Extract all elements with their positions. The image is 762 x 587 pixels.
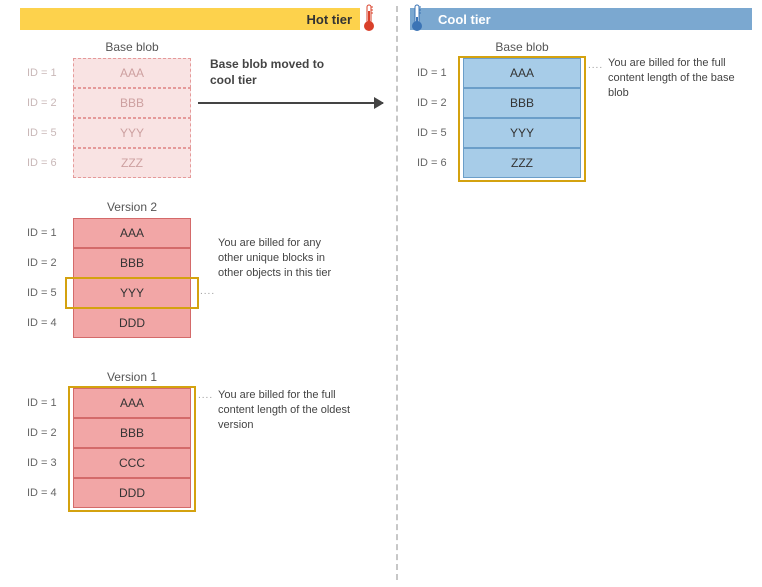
row-cell: AAA [73, 218, 191, 248]
table-row: ID = 5 YYY [25, 278, 191, 308]
connector-dots: .... [200, 286, 215, 297]
version2-billing-note: You are billed for any other unique bloc… [218, 236, 348, 281]
row-id: ID = 1 [25, 58, 73, 88]
row-cell: DDD [73, 478, 191, 508]
table-row: ID = 4 DDD [25, 308, 191, 338]
row-cell: AAA [73, 388, 191, 418]
row-id: ID = 6 [415, 148, 463, 178]
row-id: ID = 1 [415, 58, 463, 88]
hot-version1-table: Version 1 ID = 1 AAA ID = 2 BBB ID = 3 C… [25, 370, 191, 508]
row-id: ID = 2 [25, 248, 73, 278]
hot-version2-title: Version 2 [73, 200, 191, 214]
row-id: ID = 2 [415, 88, 463, 118]
row-cell: BBB [463, 88, 581, 118]
thermometer-cool-icon [410, 3, 424, 33]
cool-tier-label: Cool tier [438, 12, 491, 27]
cool-tier-bar: Cool tier [410, 8, 752, 30]
row-cell: CCC [73, 448, 191, 478]
row-id: ID = 5 [25, 118, 73, 148]
table-row: ID = 4 DDD [25, 478, 191, 508]
thermometer-hot-icon [362, 3, 376, 33]
table-row: ID = 6 ZZZ [25, 148, 191, 178]
table-row: ID = 1 AAA [25, 218, 191, 248]
row-cell: YYY [73, 118, 191, 148]
table-row: ID = 2 BBB [415, 88, 581, 118]
table-row: ID = 5 YYY [415, 118, 581, 148]
table-row: ID = 1 AAA [25, 58, 191, 88]
connector-dots: .... [588, 60, 603, 71]
row-id: ID = 5 [415, 118, 463, 148]
connector-dots: .... [198, 390, 213, 401]
row-id: ID = 4 [25, 478, 73, 508]
row-cell: AAA [463, 58, 581, 88]
row-cell: YYY [73, 278, 191, 308]
row-cell: AAA [73, 58, 191, 88]
table-row: ID = 5 YYY [25, 118, 191, 148]
row-id: ID = 2 [25, 88, 73, 118]
table-row: ID = 1 AAA [415, 58, 581, 88]
row-cell: ZZZ [73, 148, 191, 178]
diagram-canvas: Hot tier Cool tier Base blob ID = 1 AAA … [0, 0, 762, 587]
hot-base-blob-title: Base blob [73, 40, 191, 54]
row-cell: BBB [73, 418, 191, 448]
row-id: ID = 3 [25, 448, 73, 478]
row-cell: BBB [73, 88, 191, 118]
hot-version2-table: Version 2 ID = 1 AAA ID = 2 BBB ID = 5 Y… [25, 200, 191, 338]
table-row: ID = 2 BBB [25, 418, 191, 448]
row-id: ID = 2 [25, 418, 73, 448]
row-id: ID = 5 [25, 278, 73, 308]
table-row: ID = 2 BBB [25, 88, 191, 118]
table-row: ID = 3 CCC [25, 448, 191, 478]
hot-tier-label: Hot tier [307, 12, 353, 27]
version1-billing-note: You are billed for the full content leng… [218, 388, 353, 433]
row-id: ID = 1 [25, 388, 73, 418]
table-row: ID = 6 ZZZ [415, 148, 581, 178]
move-arrow-icon [198, 102, 383, 104]
row-cell: DDD [73, 308, 191, 338]
hot-version1-title: Version 1 [73, 370, 191, 384]
row-cell: BBB [73, 248, 191, 278]
table-row: ID = 2 BBB [25, 248, 191, 278]
cool-billing-note: You are billed for the full content leng… [608, 56, 743, 101]
hot-tier-bar: Hot tier [20, 8, 360, 30]
row-cell: ZZZ [463, 148, 581, 178]
cool-base-blob-title: Base blob [463, 40, 581, 54]
tier-divider [396, 6, 398, 580]
row-id: ID = 6 [25, 148, 73, 178]
row-id: ID = 1 [25, 218, 73, 248]
row-cell: YYY [463, 118, 581, 148]
cool-base-blob-table: Base blob ID = 1 AAA ID = 2 BBB ID = 5 Y… [415, 40, 581, 178]
row-id: ID = 4 [25, 308, 73, 338]
table-row: ID = 1 AAA [25, 388, 191, 418]
move-note: Base blob moved to cool tier [210, 56, 340, 88]
hot-base-blob-table: Base blob ID = 1 AAA ID = 2 BBB ID = 5 Y… [25, 40, 191, 178]
